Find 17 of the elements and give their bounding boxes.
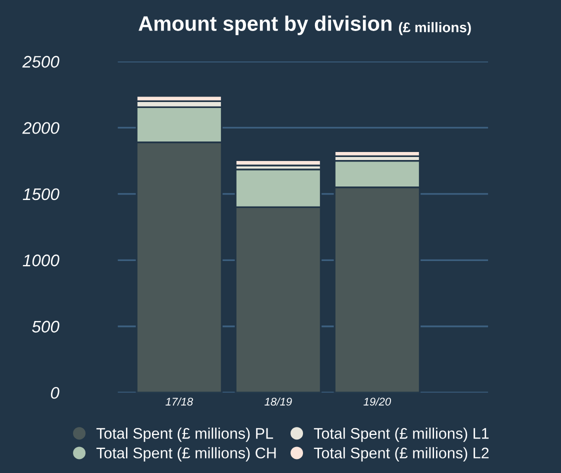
x-tick-label: 17/18	[166, 397, 194, 406]
x-tick-label: 18/19	[264, 397, 292, 406]
y-tick-label: 2000	[22, 122, 60, 134]
bar	[234, 159, 322, 166]
legend-label: Total Spent (£ millions) L2	[314, 447, 489, 462]
y-tick-label: 2500	[22, 56, 60, 68]
legend-label: Total Spent (£ millions) PL	[96, 428, 274, 442]
legend-label: Total Spent (£ millions) L1	[314, 428, 489, 442]
y-tick-label: 1500	[22, 188, 60, 200]
chart-subtitle: (£ millions)	[398, 22, 471, 36]
bar	[334, 150, 421, 158]
y-tick-label: 0	[50, 386, 60, 399]
legend-label: Total Spent (£ millions) CH	[96, 447, 276, 462]
y-tick-label: 500	[32, 320, 60, 333]
x-tick-label: 19/20	[364, 397, 391, 406]
y-tick-label: 1000	[22, 254, 60, 266]
chart-title: Amount spent by division	[138, 16, 392, 36]
